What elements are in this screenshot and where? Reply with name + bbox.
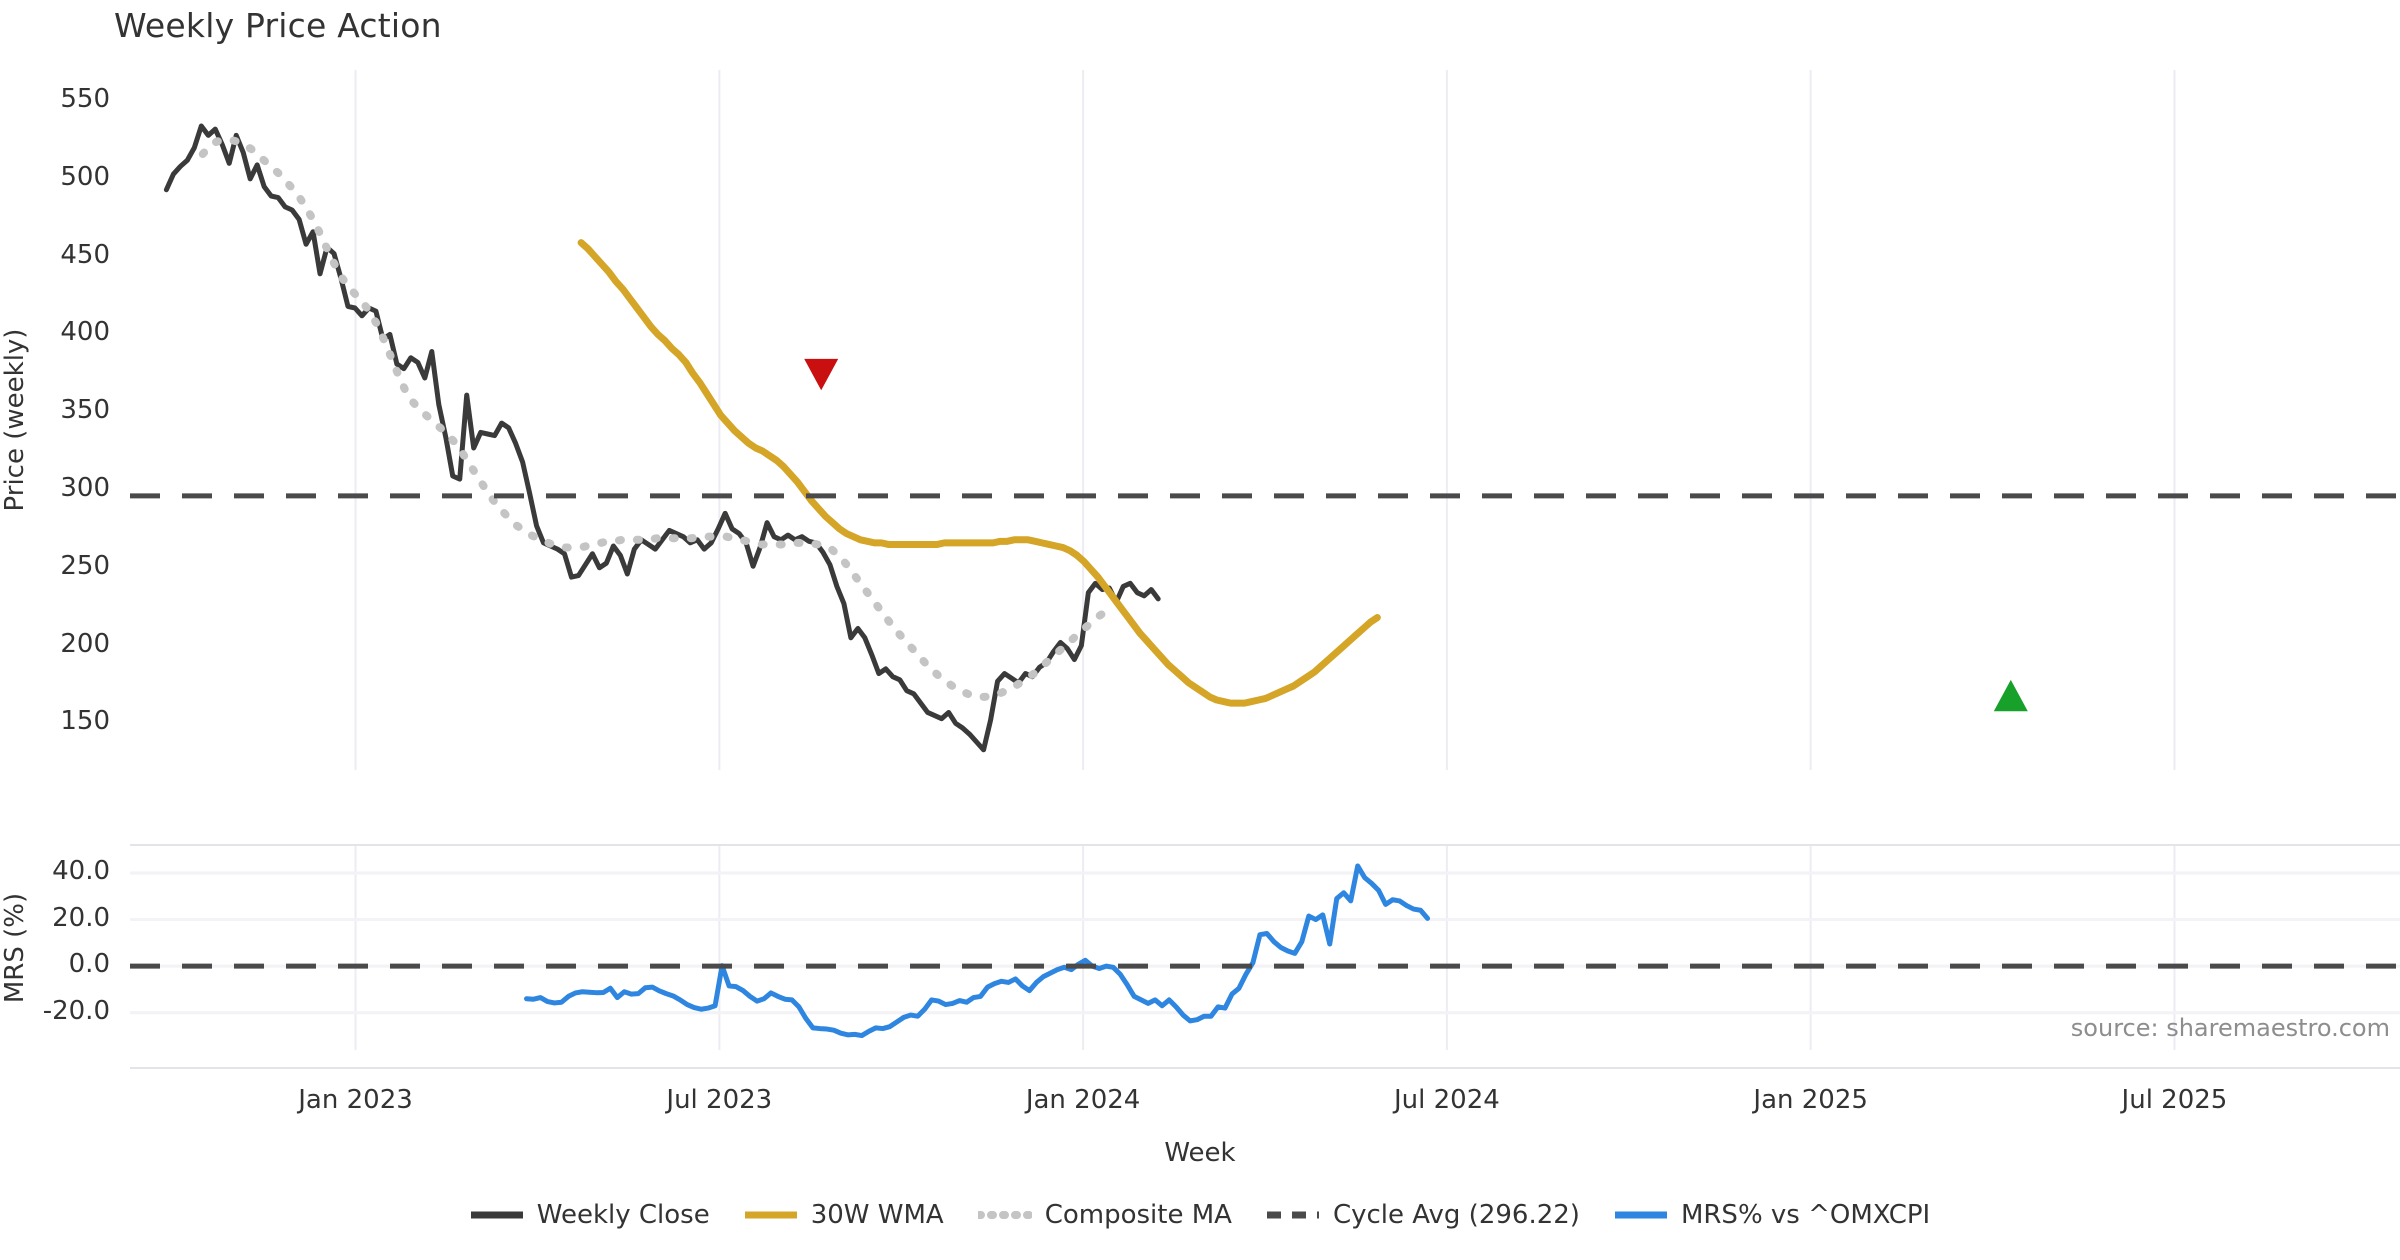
y-tick-price: 550 xyxy=(60,84,110,115)
legend-cycle-avg[interactable]: Cycle Avg (296.22) xyxy=(1266,1200,1580,1230)
legend-mrs-label: MRS% vs ^OMXCPI xyxy=(1680,1200,1931,1230)
legend-mrs-swatch-icon xyxy=(1614,1211,1667,1219)
y-tick-price: 150 xyxy=(60,706,110,737)
legend-weekly-close-label: Weekly Close xyxy=(536,1200,710,1230)
legend-composite-ma-label: Composite MA xyxy=(1044,1200,1232,1230)
y-tick-mrs: 20.0 xyxy=(52,902,110,933)
y-tick-price: 300 xyxy=(60,473,110,503)
sell-signal-marker xyxy=(804,358,839,391)
legend-composite-ma[interactable]: Composite MA xyxy=(977,1200,1232,1230)
buy-signal-marker xyxy=(1993,679,2028,712)
x-tick: Jan 2023 xyxy=(298,1085,413,1115)
chart-title: Weekly Price Action xyxy=(114,6,442,45)
y-tick-price: 250 xyxy=(60,550,110,581)
x-tick: Jul 2025 xyxy=(2121,1085,2228,1115)
y-tick-price: 500 xyxy=(60,161,110,192)
y-axis-label-price: Price (weekly) xyxy=(0,328,30,512)
x-tick: Jan 2024 xyxy=(1025,1085,1141,1115)
y-tick-price: 450 xyxy=(60,239,110,270)
y-tick-mrs: -20.0 xyxy=(42,995,110,1026)
y-tick-price: 400 xyxy=(60,317,110,348)
legend-30w-wma-label: 30W WMA xyxy=(810,1200,944,1230)
legend-30w-wma[interactable]: 30W WMA xyxy=(744,1200,944,1230)
legend-mrs[interactable]: MRS% vs ^OMXCPI xyxy=(1614,1200,1930,1230)
x-tick: Jul 2023 xyxy=(666,1085,773,1115)
source-note: source: sharemaestro.com xyxy=(2070,1014,2390,1042)
legend-weekly-close[interactable]: Weekly Close xyxy=(470,1200,710,1230)
y-axis-label-mrs: MRS (%) xyxy=(0,892,30,1003)
series-30w-wma xyxy=(577,239,1381,707)
y-tick-price: 200 xyxy=(60,628,110,659)
series-weekly-close xyxy=(163,123,1161,753)
chart-legend: Weekly Close 30W WMA Composite MA Cycle Avg… xyxy=(0,1200,2400,1230)
x-tick: Jul 2024 xyxy=(1393,1085,1500,1115)
legend-weekly-close-swatch-icon xyxy=(470,1211,523,1219)
x-axis-label: Week xyxy=(1164,1138,1236,1168)
legend-cycle-avg-swatch-icon xyxy=(1266,1211,1319,1219)
series-mrs-vs-omxcpi xyxy=(524,863,1431,1039)
legend-30w-wma-swatch-icon xyxy=(744,1211,797,1219)
y-tick-mrs: 0.0 xyxy=(68,949,110,980)
x-tick: Jan 2025 xyxy=(1753,1085,1868,1115)
y-tick-price: 350 xyxy=(60,395,110,426)
series-composite-ma xyxy=(198,136,1115,701)
y-tick-mrs: 40.0 xyxy=(52,855,110,886)
legend-cycle-avg-label: Cycle Avg (296.22) xyxy=(1332,1200,1580,1230)
legend-composite-ma-swatch-icon xyxy=(977,1211,1032,1219)
